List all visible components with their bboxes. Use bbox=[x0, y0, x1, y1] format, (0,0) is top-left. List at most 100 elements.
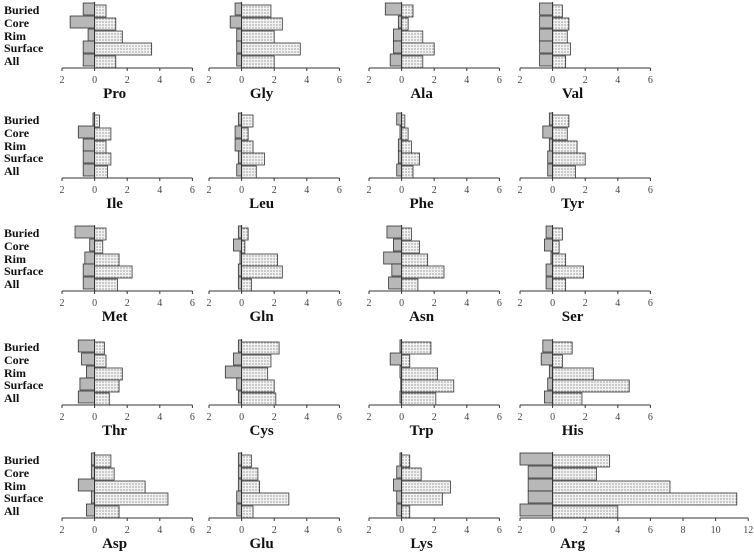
x-tick-label: 0 bbox=[399, 75, 404, 86]
panel-title: Asn bbox=[409, 309, 435, 325]
bar bbox=[384, 2, 402, 16]
x-tick-label: 2 bbox=[125, 298, 130, 309]
x-tick-label: 2 bbox=[367, 185, 372, 196]
category-label: Surface bbox=[4, 378, 44, 392]
category-label: All bbox=[4, 54, 20, 68]
panel-title: Phe bbox=[410, 196, 435, 212]
bar bbox=[401, 278, 419, 292]
bar bbox=[86, 365, 95, 379]
x-tick-label: 2 bbox=[272, 525, 277, 536]
bar bbox=[94, 278, 118, 292]
bar bbox=[241, 492, 290, 506]
x-tick-label: 6 bbox=[337, 185, 342, 196]
bar bbox=[539, 15, 553, 29]
x-tick-label: 2 bbox=[272, 298, 277, 309]
x-tick-label: 0 bbox=[239, 298, 244, 309]
bar bbox=[241, 17, 283, 31]
bar bbox=[236, 40, 243, 54]
x-tick-label: 2 bbox=[432, 75, 437, 86]
bar bbox=[383, 251, 403, 265]
bar bbox=[552, 55, 567, 69]
bar bbox=[542, 339, 554, 353]
x-tick-label: 0 bbox=[550, 298, 555, 309]
category-label: All bbox=[4, 164, 20, 178]
x-tick-label: 4 bbox=[304, 298, 309, 309]
bar bbox=[393, 238, 403, 252]
x-tick-label: 0 bbox=[92, 75, 97, 86]
bar bbox=[77, 125, 96, 139]
category-label: Core bbox=[4, 353, 30, 367]
bar bbox=[224, 365, 243, 379]
category-label: Rim bbox=[4, 252, 26, 266]
x-tick-label: 2 bbox=[207, 525, 212, 536]
bar bbox=[94, 140, 107, 154]
bar bbox=[241, 278, 252, 292]
bar bbox=[82, 40, 96, 54]
bar bbox=[389, 352, 403, 366]
x-tick-label: 12 bbox=[743, 525, 753, 536]
x-tick-label: 0 bbox=[92, 298, 97, 309]
category-label: Core bbox=[4, 16, 30, 30]
x-tick-label: 2 bbox=[432, 185, 437, 196]
x-tick-label: 2 bbox=[207, 75, 212, 86]
bar bbox=[236, 53, 243, 67]
x-tick-label: 6 bbox=[648, 525, 653, 536]
x-tick-label: 2 bbox=[367, 412, 372, 423]
bar bbox=[241, 227, 249, 241]
bar bbox=[401, 140, 412, 154]
bar bbox=[94, 505, 120, 519]
panel-title: Leu bbox=[249, 196, 274, 212]
x-tick-label: 2 bbox=[518, 412, 523, 423]
bar bbox=[82, 163, 96, 177]
bar bbox=[94, 152, 112, 166]
category-label: Core bbox=[4, 126, 30, 140]
x-tick-label: 2 bbox=[518, 298, 523, 309]
bar bbox=[94, 4, 107, 18]
category-label: Surface bbox=[4, 264, 44, 278]
bar bbox=[94, 227, 107, 241]
category-label: Rim bbox=[4, 29, 26, 43]
bar bbox=[401, 367, 438, 381]
x-tick-label: 0 bbox=[550, 185, 555, 196]
bar bbox=[236, 503, 243, 517]
category-label: Core bbox=[4, 466, 30, 480]
x-tick-label: 6 bbox=[337, 298, 342, 309]
bar bbox=[401, 165, 414, 179]
bar bbox=[236, 28, 243, 42]
bar bbox=[519, 452, 553, 466]
bar bbox=[94, 240, 104, 254]
x-tick-label: 2 bbox=[583, 525, 588, 536]
x-tick-label: 6 bbox=[497, 298, 502, 309]
bar bbox=[94, 30, 123, 44]
x-tick-label: 0 bbox=[239, 185, 244, 196]
x-tick-label: 6 bbox=[337, 412, 342, 423]
bar bbox=[552, 42, 571, 56]
bar bbox=[519, 503, 553, 517]
bar bbox=[552, 392, 583, 406]
bar bbox=[94, 379, 120, 393]
bar bbox=[388, 276, 402, 290]
x-tick-label: 0 bbox=[239, 525, 244, 536]
bar bbox=[391, 263, 403, 277]
bar bbox=[94, 480, 146, 494]
bar bbox=[545, 225, 554, 239]
bar bbox=[552, 341, 573, 355]
x-tick-label: 6 bbox=[190, 75, 195, 86]
panel-title: Met bbox=[102, 309, 128, 325]
panel: 2 0 2 4 6 Val bbox=[518, 2, 653, 102]
bar bbox=[94, 492, 169, 506]
x-tick-label: 2 bbox=[125, 525, 130, 536]
x-tick-label: 4 bbox=[464, 412, 469, 423]
bar bbox=[401, 152, 420, 166]
bar bbox=[241, 367, 269, 381]
x-tick-label: 4 bbox=[464, 75, 469, 86]
panel-title: Ser bbox=[562, 309, 584, 325]
bar bbox=[94, 367, 123, 381]
bar bbox=[540, 352, 554, 366]
bar bbox=[241, 392, 277, 406]
bar bbox=[234, 125, 243, 139]
panel-title: Asp bbox=[102, 536, 127, 552]
